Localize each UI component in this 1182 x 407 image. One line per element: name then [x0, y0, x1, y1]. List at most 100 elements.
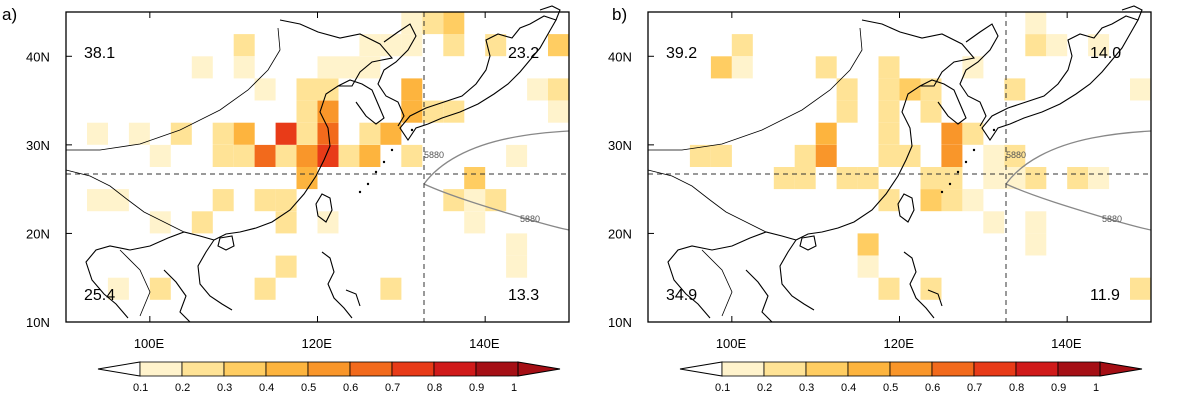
grid-cell	[1088, 167, 1110, 190]
colorbar-cap-left	[679, 361, 723, 377]
grid-cell	[1130, 277, 1151, 300]
grid-cell	[233, 122, 255, 145]
grid-cell	[857, 167, 879, 190]
grid-cell	[443, 12, 465, 35]
grid-cell	[254, 78, 276, 101]
grid-cell	[296, 167, 318, 190]
grid-cell	[443, 189, 465, 212]
grid-cell	[941, 189, 963, 212]
grid-cell	[506, 144, 528, 167]
grid-cell	[920, 100, 942, 123]
grid-cell	[1004, 144, 1026, 167]
lon-tick-label: 140E	[469, 336, 500, 351]
grid-cell	[941, 122, 963, 145]
colorbar-level-label: 0.2	[175, 382, 190, 394]
panel-a-contour-upper	[423, 130, 570, 185]
grid-cell	[401, 100, 423, 123]
grid-cell	[920, 277, 942, 300]
grid-cell	[941, 167, 963, 190]
grid-cell	[422, 12, 444, 35]
grid-cell	[920, 167, 942, 190]
grid-cell	[443, 100, 465, 123]
grid-cell	[836, 78, 858, 101]
grid-cell	[128, 122, 150, 145]
grid-cell	[1067, 167, 1089, 190]
grid-cell	[878, 78, 900, 101]
grid-cell	[464, 189, 486, 212]
grid-cell	[1004, 78, 1026, 101]
panel-b-se-value: 11.9	[1090, 287, 1120, 304]
grid-cell	[485, 34, 507, 57]
panel-a-colorbar: 0.1 0.2 0.3 0.4 0.5 0.6 0.7 0.8 0.9 1	[97, 361, 561, 394]
colorbar-swatch	[763, 361, 807, 377]
colorbar-swatch	[433, 361, 477, 377]
lat-tick-label: 20N	[26, 226, 50, 241]
panel-a-ticks: 100E 120E 140E 40N 30N 20N 10N	[26, 12, 500, 351]
colorbar-swatch	[931, 361, 975, 377]
grid-cell	[485, 189, 507, 212]
grid-cell	[899, 78, 921, 101]
grid-cell	[149, 211, 171, 234]
grid-cell	[317, 211, 339, 234]
grid-cell	[548, 100, 569, 123]
panel-a-map: a)	[2, 5, 570, 351]
grid-cell	[527, 78, 549, 101]
colorbar-swatch	[223, 361, 267, 377]
colorbar-swatch	[475, 361, 519, 377]
grid-cell	[548, 34, 569, 57]
grid-cell	[317, 78, 339, 101]
panel-b-contour-lower	[1005, 183, 1152, 231]
colorbar-swatch	[1015, 361, 1059, 377]
lon-tick-label: 100E	[716, 336, 747, 351]
grid-cell	[212, 144, 234, 167]
grid-cell	[401, 12, 423, 35]
grid-cell	[233, 56, 255, 79]
panel-a-label: a)	[2, 5, 17, 24]
colorbar-swatch	[181, 361, 225, 377]
colorbar-level-label: 0.4	[841, 382, 856, 394]
lon-tick-label: 120E	[302, 336, 333, 351]
grid-cell	[464, 167, 486, 190]
grid-cell	[233, 34, 255, 57]
grid-cell	[359, 122, 381, 145]
grid-cell	[815, 122, 837, 145]
grid-cell	[317, 122, 339, 145]
panel-b-contour-label-1: 5880	[1006, 150, 1026, 160]
grid-cell	[317, 144, 339, 167]
grid-cell	[191, 56, 213, 79]
grid-cell	[317, 56, 339, 79]
lat-tick-label: 30N	[26, 138, 50, 153]
lat-tick-label: 10N	[608, 315, 632, 330]
panel-b-ne-value: 14.0	[1090, 45, 1121, 62]
grid-cell	[815, 144, 837, 167]
panel-b-sw-value: 34.9	[666, 287, 697, 304]
colorbar-swatch	[391, 361, 435, 377]
panel-a-ne-value: 23.2	[508, 45, 539, 62]
grid-cell	[107, 189, 129, 212]
grid-cell	[254, 277, 276, 300]
colorbar-swatch	[721, 361, 765, 377]
grid-cell	[878, 144, 900, 167]
grid-cell	[464, 211, 486, 234]
grid-cell	[878, 189, 900, 212]
grid-cell	[296, 100, 318, 123]
grid-cell	[401, 78, 423, 101]
grid-cell	[899, 144, 921, 167]
grid-cell	[275, 211, 297, 234]
colorbar-swatch	[139, 361, 183, 377]
grid-cell	[878, 56, 900, 79]
grid-cell	[254, 144, 276, 167]
panel-b-map: b) 5880 5880	[608, 5, 1152, 351]
grid-cell	[1025, 12, 1047, 35]
colorbar-level-label: 0.1	[715, 382, 730, 394]
grid-cell	[422, 100, 444, 123]
grid-cell	[836, 100, 858, 123]
grid-cell	[983, 167, 1005, 190]
panel-a-coastlines	[65, 5, 561, 323]
colorbar-level-label: 0.7	[967, 382, 982, 394]
panel-b-contour-label-2: 5880	[1102, 214, 1122, 224]
colorbar-level-label: 0.4	[259, 382, 274, 394]
grid-cell	[773, 167, 795, 190]
grid-cell	[380, 122, 402, 145]
grid-cell	[275, 255, 297, 278]
